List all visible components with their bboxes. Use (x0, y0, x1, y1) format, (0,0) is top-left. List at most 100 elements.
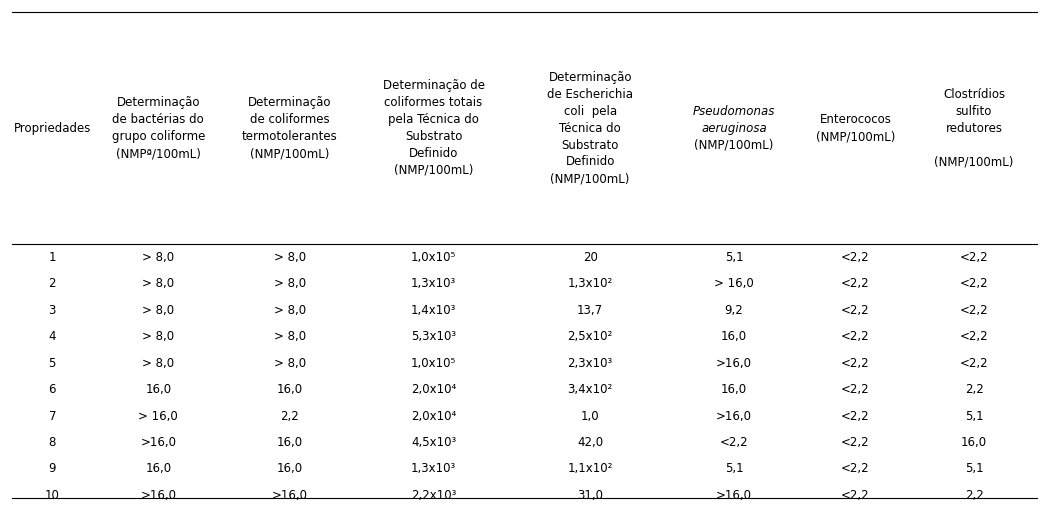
Text: >16,0: >16,0 (272, 489, 307, 502)
Text: <2,2: <2,2 (841, 489, 870, 502)
Text: 2: 2 (48, 278, 56, 290)
Text: 1,4x10³: 1,4x10³ (411, 304, 456, 317)
Text: 31,0: 31,0 (577, 489, 603, 502)
Text: > 16,0: > 16,0 (714, 278, 754, 290)
Text: Clostrídios: Clostrídios (943, 88, 1005, 101)
Text: (NMP/100mL): (NMP/100mL) (816, 130, 895, 143)
Text: 5,1: 5,1 (965, 409, 983, 423)
Text: 5,1: 5,1 (965, 463, 983, 475)
Text: > 8,0: > 8,0 (274, 330, 305, 344)
Text: 1,0x10⁵: 1,0x10⁵ (411, 251, 456, 264)
Text: 1,3x10³: 1,3x10³ (411, 463, 456, 475)
Text: 1,1x10²: 1,1x10² (568, 463, 613, 475)
Text: <2,2: <2,2 (841, 304, 870, 317)
Text: de Escherichia: de Escherichia (548, 88, 634, 101)
Text: 2,0x10⁴: 2,0x10⁴ (411, 409, 456, 423)
Text: 16,0: 16,0 (961, 436, 987, 449)
Text: <2,2: <2,2 (841, 463, 870, 475)
Text: (NMP/100mL): (NMP/100mL) (551, 173, 629, 185)
Text: <2,2: <2,2 (960, 330, 988, 344)
Text: Definido: Definido (409, 147, 458, 160)
Text: <2,2: <2,2 (841, 409, 870, 423)
Text: 16,0: 16,0 (145, 383, 171, 396)
Text: > 8,0: > 8,0 (274, 251, 305, 264)
Text: 4,5x10³: 4,5x10³ (411, 436, 456, 449)
Text: <2,2: <2,2 (841, 383, 870, 396)
Text: Substrato: Substrato (405, 130, 463, 143)
Text: 1,0: 1,0 (581, 409, 599, 423)
Text: <2,2: <2,2 (960, 251, 988, 264)
Text: >16,0: >16,0 (716, 409, 752, 423)
Text: 2,2: 2,2 (965, 489, 983, 502)
Text: > 8,0: > 8,0 (143, 278, 174, 290)
Text: <2,2: <2,2 (960, 304, 988, 317)
Text: Pseudomonas: Pseudomonas (693, 105, 775, 118)
Text: Determinação: Determinação (248, 96, 331, 109)
Text: 6: 6 (48, 383, 56, 396)
Text: 20: 20 (583, 251, 598, 264)
Text: de bactérias do: de bactérias do (112, 113, 205, 126)
Text: coliformes totais: coliformes totais (385, 96, 483, 109)
Text: 1,3x10²: 1,3x10² (568, 278, 613, 290)
Text: redutores: redutores (945, 122, 1003, 135)
Text: 8: 8 (48, 436, 56, 449)
Text: grupo coliforme: grupo coliforme (111, 130, 205, 143)
Text: 1: 1 (48, 251, 56, 264)
Text: >16,0: >16,0 (141, 489, 176, 502)
Text: > 8,0: > 8,0 (143, 357, 174, 370)
Text: > 8,0: > 8,0 (274, 357, 305, 370)
Text: de coliformes: de coliformes (250, 113, 329, 126)
Text: > 8,0: > 8,0 (143, 304, 174, 317)
Text: 2,2: 2,2 (965, 383, 983, 396)
Text: (NMP/100mL): (NMP/100mL) (694, 139, 774, 151)
Text: 2,0x10⁴: 2,0x10⁴ (411, 383, 456, 396)
Text: 13,7: 13,7 (577, 304, 603, 317)
Text: > 8,0: > 8,0 (274, 304, 305, 317)
Text: 5,1: 5,1 (725, 251, 744, 264)
Text: aeruginosa: aeruginosa (701, 122, 767, 135)
Text: 16,0: 16,0 (277, 383, 303, 396)
Text: 16,0: 16,0 (721, 330, 747, 344)
Text: > 16,0: > 16,0 (138, 409, 178, 423)
Text: 2,2x10³: 2,2x10³ (411, 489, 456, 502)
Text: <2,2: <2,2 (841, 436, 870, 449)
Text: Determinação de: Determinação de (383, 80, 485, 92)
Text: pela Técnica do: pela Técnica do (388, 113, 479, 126)
Text: Técnica do: Técnica do (559, 122, 621, 135)
Text: 16,0: 16,0 (721, 383, 747, 396)
Text: >16,0: >16,0 (141, 436, 176, 449)
Text: 7: 7 (48, 409, 56, 423)
Text: <2,2: <2,2 (841, 357, 870, 370)
Text: 5: 5 (48, 357, 56, 370)
Text: > 8,0: > 8,0 (274, 278, 305, 290)
Text: 9,2: 9,2 (725, 304, 744, 317)
Text: >16,0: >16,0 (716, 489, 752, 502)
Text: <2,2: <2,2 (841, 278, 870, 290)
Text: <2,2: <2,2 (841, 251, 870, 264)
Text: 9: 9 (48, 463, 56, 475)
Text: <2,2: <2,2 (960, 278, 988, 290)
Text: (NMPª/100mL): (NMPª/100mL) (115, 147, 200, 160)
Text: > 8,0: > 8,0 (143, 251, 174, 264)
Text: Determinação: Determinação (116, 96, 200, 109)
Text: <2,2: <2,2 (841, 330, 870, 344)
Text: 3,4x10²: 3,4x10² (568, 383, 613, 396)
Text: Substrato: Substrato (561, 139, 619, 151)
Text: 5,3x10³: 5,3x10³ (411, 330, 456, 344)
Text: Enterococos: Enterococos (819, 113, 892, 126)
Text: coli  pela: coli pela (563, 105, 617, 118)
Text: termotolerantes: termotolerantes (241, 130, 338, 143)
Text: sulfito: sulfito (956, 105, 992, 118)
Text: 4: 4 (48, 330, 56, 344)
Text: 16,0: 16,0 (145, 463, 171, 475)
Text: 1,0x10⁵: 1,0x10⁵ (411, 357, 456, 370)
Text: >16,0: >16,0 (716, 357, 752, 370)
Text: > 8,0: > 8,0 (143, 330, 174, 344)
Text: Determinação: Determinação (549, 71, 631, 84)
Text: 1,3x10³: 1,3x10³ (411, 278, 456, 290)
Text: 5,1: 5,1 (725, 463, 744, 475)
Text: <2,2: <2,2 (960, 357, 988, 370)
Text: 42,0: 42,0 (577, 436, 603, 449)
Text: 2,3x10³: 2,3x10³ (568, 357, 613, 370)
Text: 10: 10 (45, 489, 60, 502)
